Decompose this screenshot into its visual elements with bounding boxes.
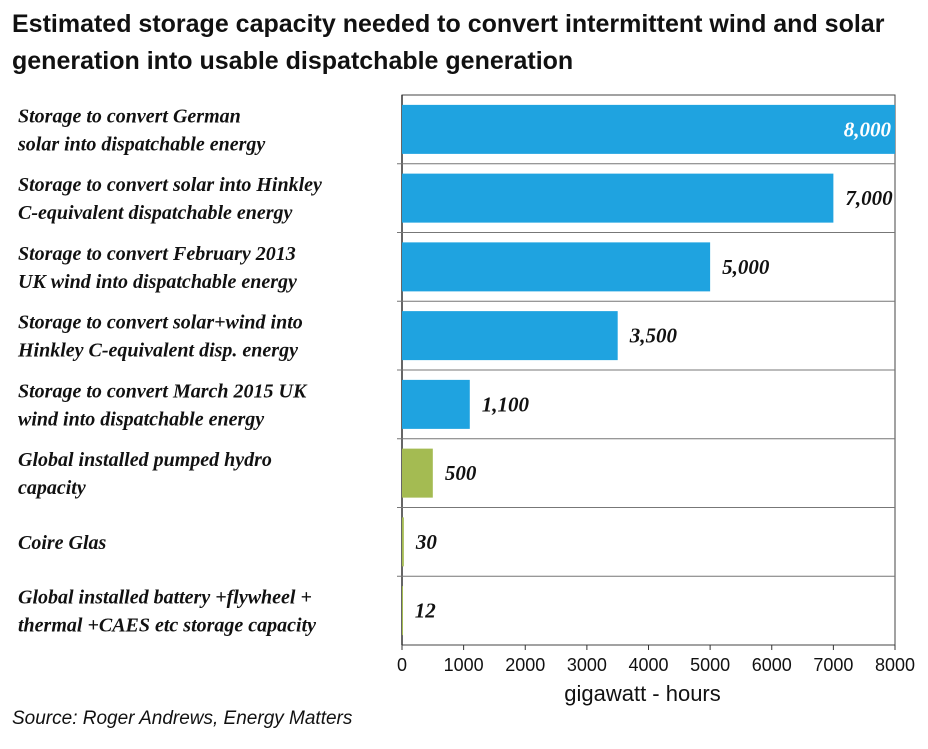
x-tick-label: 8000 xyxy=(875,655,915,675)
category-label: Storage to convert February 2013 xyxy=(18,243,296,265)
category-label: Storage to convert solar+wind into xyxy=(18,312,303,334)
bar xyxy=(402,517,404,567)
chart-title: Estimated storage capacity needed to con… xyxy=(12,10,885,75)
category-label: Global installed battery +flywheel + xyxy=(18,587,312,609)
data-label: 500 xyxy=(445,461,477,485)
x-tick-label: 6000 xyxy=(752,655,792,675)
x-tick-label: 5000 xyxy=(690,655,730,675)
x-axis-label: gigawatt - hours xyxy=(564,681,721,706)
x-tick-label: 7000 xyxy=(813,655,853,675)
bar xyxy=(402,311,618,361)
x-tick-label: 0 xyxy=(397,655,407,675)
category-label: thermal +CAES etc storage capacity xyxy=(18,615,316,637)
data-label: 8,000 xyxy=(844,117,892,141)
category-label: Hinkley C-equivalent disp. energy xyxy=(17,340,298,362)
x-tick-label: 3000 xyxy=(567,655,607,675)
category-label: Storage to convert German xyxy=(18,105,241,127)
category-label: wind into dispatchable energy xyxy=(18,408,264,430)
data-label: 3,500 xyxy=(629,324,678,348)
x-tick-label: 2000 xyxy=(505,655,545,675)
bar xyxy=(402,448,433,498)
category-label: Coire Glas xyxy=(18,532,107,554)
bar xyxy=(402,379,470,429)
x-tick-label: 4000 xyxy=(628,655,668,675)
source-note: Source: Roger Andrews, Energy Matters xyxy=(12,708,353,729)
category-label: UK wind into dispatchable energy xyxy=(18,271,297,293)
data-label: 7,000 xyxy=(845,186,893,210)
data-label: 5,000 xyxy=(722,255,770,279)
data-label: 12 xyxy=(415,599,437,623)
x-tick-label: 1000 xyxy=(444,655,484,675)
category-label: solar into dispatchable energy xyxy=(17,133,265,155)
data-label: 30 xyxy=(415,530,438,554)
category-label: Storage to convert solar into Hinkley xyxy=(18,174,322,196)
category-label: Global installed pumped hydro xyxy=(18,449,272,471)
category-label: Storage to convert March 2015 UK xyxy=(18,380,308,402)
category-label: capacity xyxy=(18,477,86,499)
data-label: 1,100 xyxy=(482,392,530,416)
bar xyxy=(402,586,403,636)
bar xyxy=(402,242,711,292)
bar xyxy=(402,104,895,154)
category-label: C-equivalent dispatchable energy xyxy=(18,202,293,224)
bar xyxy=(402,173,834,223)
